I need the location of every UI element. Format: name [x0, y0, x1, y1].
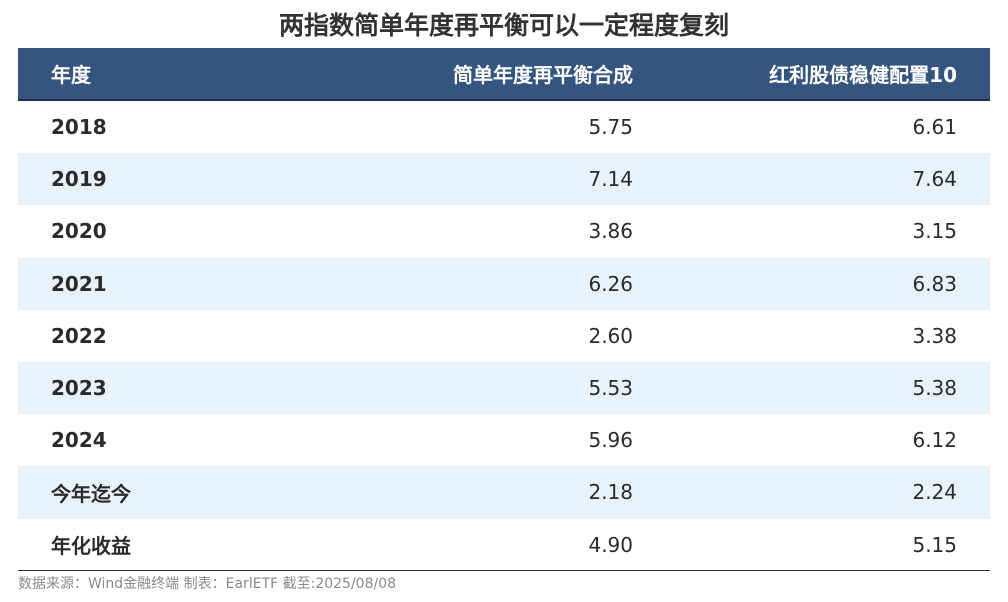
table-row: 2020 3.86 3.15	[18, 205, 990, 257]
table-row: 今年迄今 2.18 2.24	[18, 466, 990, 519]
bottom-divider	[18, 570, 990, 571]
table-row: 年化收益 4.90 5.15	[18, 519, 990, 571]
cell-simple-rebalance: 2.60	[588, 323, 633, 348]
row-label: 2018	[51, 115, 107, 140]
cell-dividend-config: 3.38	[912, 323, 957, 348]
cell-simple-rebalance: 5.75	[588, 115, 633, 140]
cell-simple-rebalance: 4.90	[588, 532, 633, 557]
cell-simple-rebalance: 7.14	[588, 167, 633, 192]
table-row: 2019 7.14 7.64	[18, 153, 990, 206]
header-simple-rebalance: 简单年度再平衡合成	[453, 63, 633, 87]
table-row: 2018 5.75 6.61	[18, 101, 990, 153]
cell-dividend-config: 3.15	[912, 219, 957, 244]
row-label: 2021	[51, 271, 107, 296]
data-table: 年度 简单年度再平衡合成 红利股债稳健配置10 2018 5.75 6.61 2…	[18, 48, 990, 571]
cell-dividend-config: 6.12	[912, 428, 957, 453]
row-label: 2019	[51, 167, 107, 192]
row-label: 2020	[51, 219, 107, 244]
cell-simple-rebalance: 5.53	[588, 376, 633, 401]
header-dividend-config: 红利股债稳健配置10	[769, 63, 957, 87]
page-title: 两指数简单年度再平衡可以一定程度复刻	[278, 11, 729, 40]
cell-dividend-config: 6.61	[912, 115, 957, 140]
row-label: 年化收益	[51, 534, 131, 559]
row-label: 2023	[51, 376, 107, 401]
cell-dividend-config: 7.64	[912, 167, 957, 192]
source-note: 数据来源：Wind金融终端 制表：EarlETF 截至:2025/08/08	[18, 576, 397, 592]
cell-simple-rebalance: 5.96	[588, 428, 633, 453]
header-year: 年度	[51, 63, 91, 87]
cell-simple-rebalance: 6.26	[588, 271, 633, 296]
cell-dividend-config: 2.24	[912, 480, 957, 505]
row-label: 2022	[51, 323, 107, 348]
row-label: 2024	[51, 428, 107, 453]
table-row: 2021 6.26 6.83	[18, 257, 990, 310]
table-row: 2022 2.60 3.38	[18, 310, 990, 362]
cell-dividend-config: 5.15	[912, 532, 957, 557]
table-header: 年度 简单年度再平衡合成 红利股债稳健配置10	[18, 48, 990, 101]
cell-dividend-config: 6.83	[912, 271, 957, 296]
cell-dividend-config: 5.38	[912, 376, 957, 401]
table-row: 2023 5.53 5.38	[18, 361, 990, 415]
table-row: 2024 5.96 6.12	[18, 414, 990, 466]
cell-simple-rebalance: 2.18	[588, 480, 633, 505]
cell-simple-rebalance: 3.86	[588, 219, 633, 244]
row-label: 今年迄今	[51, 481, 131, 506]
